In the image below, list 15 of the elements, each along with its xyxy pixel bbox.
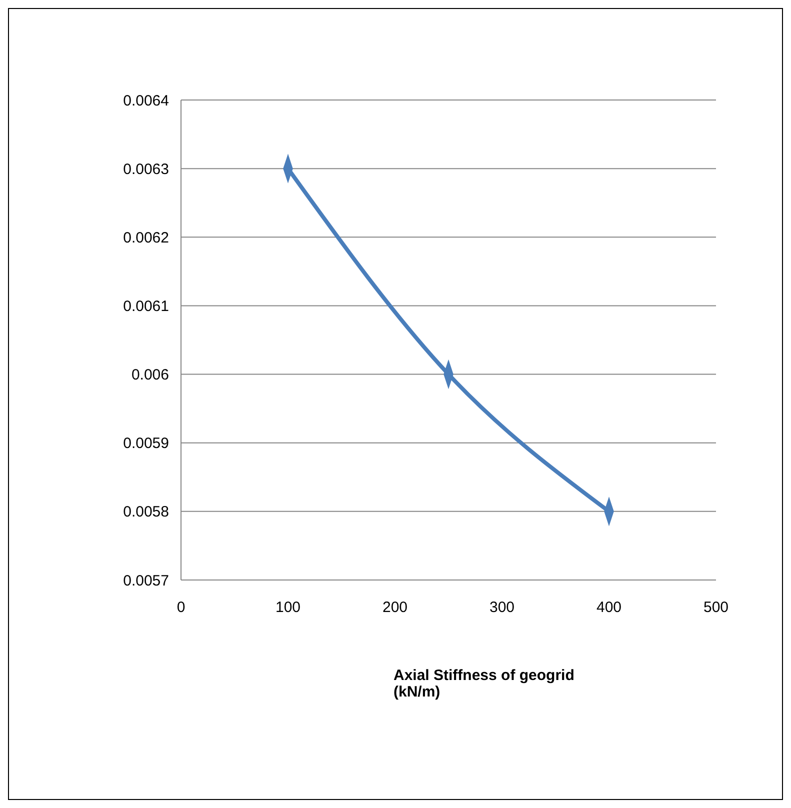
y-tick-label: 0.0061 xyxy=(123,298,169,315)
x-tick-label: 300 xyxy=(489,599,515,616)
x-tick-label: 500 xyxy=(703,599,729,616)
y-tick-label: 0.0062 xyxy=(123,229,169,246)
y-tick-label: 0.0064 xyxy=(123,92,169,110)
y-tick-label: 0.0063 xyxy=(123,160,169,178)
x-tick-label: 0 xyxy=(176,599,186,616)
y-tick-label: 0.0059 xyxy=(123,435,169,452)
x-axis-title: Axial Stiffness of geogrid (kN/m) xyxy=(394,667,574,700)
x-tick-label: 100 xyxy=(275,599,301,616)
y-tick-label: 0.0057 xyxy=(123,572,169,590)
y-tick-label: 0.0058 xyxy=(123,504,169,521)
y-tick-label: 0.006 xyxy=(131,366,169,384)
x-tick-label: 200 xyxy=(382,599,408,616)
x-tick-label: 400 xyxy=(596,599,622,616)
